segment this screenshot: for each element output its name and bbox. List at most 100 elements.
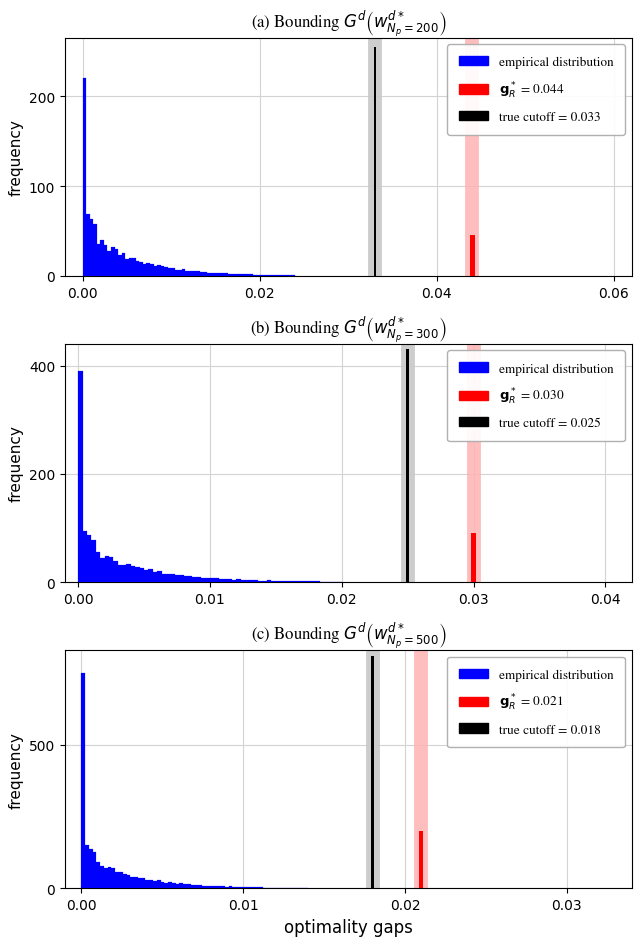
Bar	[260, 276, 263, 277]
Bar	[93, 225, 97, 277]
Bar	[78, 372, 83, 582]
Bar	[207, 274, 210, 277]
Bar	[221, 274, 225, 277]
Bar	[138, 878, 141, 888]
Bar	[195, 885, 198, 888]
Bar	[104, 868, 108, 888]
Bar	[179, 884, 183, 888]
Bar	[115, 872, 119, 888]
Bar	[419, 831, 424, 888]
Bar	[232, 580, 236, 582]
Bar	[189, 272, 193, 277]
Bar	[162, 574, 166, 582]
Bar	[241, 581, 245, 582]
Bar	[193, 578, 196, 582]
Bar	[248, 887, 251, 888]
Bar	[263, 276, 267, 277]
Bar	[232, 275, 235, 277]
Bar	[253, 276, 256, 277]
Bar	[89, 849, 93, 888]
Bar	[221, 886, 225, 888]
Bar	[83, 531, 87, 582]
Bar	[92, 540, 96, 582]
Bar	[218, 274, 221, 277]
Bar	[256, 276, 260, 277]
Bar	[86, 215, 90, 277]
Bar	[161, 882, 164, 888]
Bar	[175, 884, 179, 888]
Bar	[154, 266, 157, 277]
Bar	[235, 275, 239, 277]
Bar	[119, 872, 123, 888]
Bar	[93, 852, 96, 888]
Bar	[135, 567, 140, 582]
Bar	[153, 881, 157, 888]
Legend: empirical distribution, $\mathbf{g}_R^*$ = 0.044, true cutoff = 0.033: empirical distribution, $\mathbf{g}_R^*$…	[447, 45, 625, 136]
Bar	[196, 272, 200, 277]
Bar	[374, 47, 376, 277]
Bar	[202, 885, 206, 888]
Bar	[228, 580, 232, 582]
Bar	[175, 575, 179, 582]
Bar	[228, 886, 232, 888]
Bar	[217, 886, 221, 888]
Bar	[210, 273, 214, 277]
Bar	[157, 266, 161, 277]
Bar	[108, 868, 111, 888]
Bar	[143, 264, 147, 277]
Bar	[127, 875, 131, 888]
Bar	[210, 578, 214, 582]
Bar	[406, 350, 409, 582]
Bar	[191, 885, 195, 888]
Bar	[200, 273, 203, 277]
Bar	[168, 268, 172, 277]
Bar	[172, 268, 175, 277]
Bar	[225, 886, 228, 888]
Bar	[254, 581, 259, 582]
Bar	[259, 581, 262, 582]
Bar	[96, 862, 100, 888]
Bar	[144, 570, 148, 582]
Bar	[168, 883, 172, 888]
Bar	[153, 573, 157, 582]
Bar	[132, 259, 136, 277]
Bar	[100, 867, 104, 888]
Bar	[164, 883, 168, 888]
Bar	[157, 881, 161, 888]
Bar	[118, 255, 122, 277]
Bar	[131, 877, 134, 888]
Bar	[210, 885, 213, 888]
Title: (a) Bounding $G^d\left(w^{d*}_{N_p=200}\right)$: (a) Bounding $G^d\left(w^{d*}_{N_p=200}\…	[250, 8, 446, 39]
Bar	[250, 581, 254, 582]
Bar	[246, 275, 249, 277]
Bar	[104, 556, 109, 582]
Bar	[236, 886, 240, 888]
Bar	[161, 266, 164, 277]
Bar	[129, 259, 132, 277]
Bar	[225, 274, 228, 277]
Bar	[85, 846, 89, 888]
Bar	[371, 656, 374, 888]
Bar	[205, 579, 210, 582]
Bar	[201, 579, 205, 582]
Legend: empirical distribution, $\mathbf{g}_R^*$ = 0.021, true cutoff = 0.018: empirical distribution, $\mathbf{g}_R^*$…	[447, 657, 625, 748]
Bar	[113, 562, 118, 582]
Bar	[157, 571, 162, 582]
Bar	[193, 272, 196, 277]
Bar	[206, 885, 210, 888]
Legend: empirical distribution, $\mathbf{g}_R^*$ = 0.030, true cutoff = 0.025: empirical distribution, $\mathbf{g}_R^*$…	[447, 351, 625, 442]
Bar	[188, 576, 193, 582]
Bar	[131, 566, 135, 582]
Bar	[145, 880, 149, 888]
Title: (b) Bounding $G^d\left(w^{d*}_{N_p=300}\right)$: (b) Bounding $G^d\left(w^{d*}_{N_p=300}\…	[250, 314, 447, 345]
Bar	[170, 575, 175, 582]
Bar	[239, 275, 242, 277]
Bar	[90, 220, 93, 277]
Bar	[141, 879, 145, 888]
Bar	[96, 552, 100, 582]
Bar	[83, 79, 86, 277]
Bar	[244, 887, 248, 888]
Bar	[214, 579, 219, 582]
Bar	[164, 268, 168, 277]
Bar	[149, 880, 153, 888]
